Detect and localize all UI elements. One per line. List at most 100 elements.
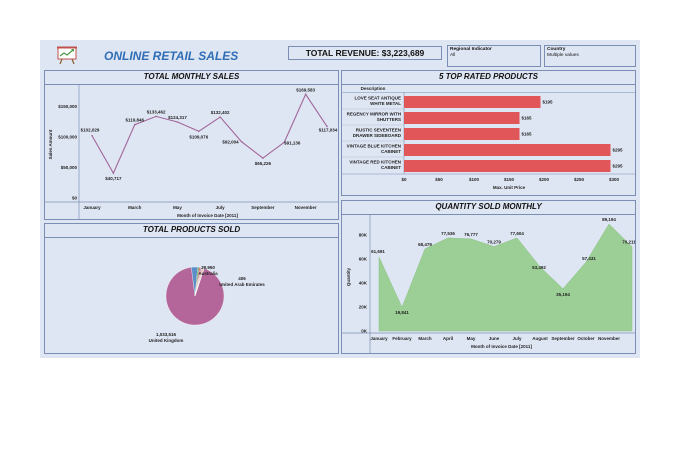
y-tick-label: 80K bbox=[359, 233, 368, 238]
x-tick-label: September bbox=[251, 205, 275, 210]
sales-data-label: $133,462 bbox=[147, 109, 166, 114]
x-tick-label: $100 bbox=[469, 177, 480, 182]
x-axis-title: Max. Unit Price bbox=[493, 185, 526, 190]
y-tick-label: $100,000 bbox=[58, 134, 77, 139]
y-tick-label: $50,000 bbox=[61, 165, 78, 170]
sales-line bbox=[91, 93, 328, 175]
slice-name-label: United Kingdom bbox=[149, 338, 184, 343]
slice-name-label: United Arab Emirates bbox=[219, 282, 265, 287]
product-name: VINTAGE RED KITCHEN bbox=[349, 160, 401, 165]
sales-data-label: $102,029 bbox=[81, 128, 100, 133]
sales-point bbox=[112, 172, 115, 174]
x-tick-label: $200 bbox=[539, 177, 550, 182]
sales-point bbox=[155, 115, 157, 118]
y-axis-title: Sales Amount bbox=[48, 129, 53, 159]
dashboard: ONLINE RETAIL SALES TOTAL REVENUE: $3,22… bbox=[40, 40, 640, 358]
sales-point bbox=[283, 141, 286, 144]
x-tick-label: November bbox=[295, 205, 317, 210]
sales-data-label: $40,717 bbox=[105, 176, 122, 181]
y-tick-label: 60K bbox=[359, 257, 368, 262]
x-tick-label: July bbox=[512, 336, 522, 341]
quantity-data-label: 77,604 bbox=[510, 231, 524, 236]
filter-label: Country bbox=[547, 47, 566, 52]
monthly-sales-chart: $150,000 $100,000 $50,000 $0 Sales Amount Jan… bbox=[45, 85, 338, 220]
sales-point bbox=[240, 140, 243, 143]
x-tick-label: March bbox=[128, 205, 142, 210]
quantity-data-label: 19,841 bbox=[395, 310, 409, 315]
quantity-monthly-chart: 80K 60K 40K 20K 0K Quantity 61,691 19,841 68,479… bbox=[342, 215, 635, 354]
monthly-sales-panel: TOTAL MONTHLY SALES $150,000 $100,000 $50,… bbox=[44, 70, 339, 220]
quantity-area bbox=[378, 223, 633, 332]
total-revenue-box: TOTAL REVENUE: $3,223,689 bbox=[288, 46, 442, 60]
sales-data-label: $169,583 bbox=[296, 87, 315, 92]
sales-point bbox=[219, 116, 221, 118]
product-name: CABINET bbox=[381, 165, 401, 170]
sales-data-label: $91,136 bbox=[284, 140, 301, 145]
product-bar bbox=[404, 112, 520, 124]
product-bar bbox=[404, 128, 520, 140]
sales-data-label: $124,317 bbox=[168, 115, 187, 120]
quantity-data-label: 70,211 bbox=[622, 240, 635, 245]
product-name: REGENCY MIRROR WITH bbox=[347, 112, 401, 117]
product-name: WHITE METAL bbox=[370, 101, 401, 106]
x-axis-title: Month of Invoice Date [2011] bbox=[177, 213, 238, 218]
x-tick-label: April bbox=[443, 336, 453, 341]
product-bar bbox=[404, 144, 611, 156]
quantity-data-label: 70,279 bbox=[487, 240, 501, 245]
quantity-data-label: 89,194 bbox=[602, 217, 616, 222]
y-axis-title: Quantity bbox=[346, 267, 351, 286]
regional-indicator-filter[interactable]: Regional Indicator All bbox=[447, 45, 541, 67]
product-name: CABINET bbox=[381, 149, 401, 154]
quantity-data-label: 68,479 bbox=[418, 242, 432, 247]
product-name: DRAWER SIDEBOARD bbox=[353, 133, 402, 138]
bar-value-label: $165 bbox=[522, 132, 533, 137]
x-tick-label: June bbox=[489, 336, 500, 341]
page-title: ONLINE RETAIL SALES bbox=[104, 49, 239, 63]
sales-point bbox=[91, 134, 93, 137]
sales-point bbox=[176, 121, 179, 123]
x-tick-label: May bbox=[173, 205, 182, 210]
country-filter[interactable]: Country Multiple values bbox=[544, 45, 636, 67]
x-tick-label: March bbox=[418, 336, 432, 341]
quantity-data-label: 61,691 bbox=[371, 249, 385, 254]
top-products-panel: 5 TOP RATED PRODUCTS Description LOVE SEA… bbox=[341, 70, 636, 196]
x-tick-label: August bbox=[532, 336, 548, 341]
x-tick-label: February bbox=[392, 336, 412, 341]
product-bar bbox=[404, 160, 611, 172]
sales-point bbox=[262, 157, 264, 159]
x-axis-title: Month of Invoice Date [2011] bbox=[471, 344, 532, 349]
panel-title: TOTAL PRODUCTS SOLD bbox=[45, 224, 338, 238]
x-tick-label: $150 bbox=[504, 177, 515, 182]
filter-label: Regional Indicator bbox=[450, 47, 492, 52]
sales-point bbox=[133, 123, 136, 126]
chart-trend-icon bbox=[56, 45, 78, 70]
x-tick-label: November bbox=[598, 336, 620, 341]
sales-data-label: $132,402 bbox=[211, 110, 230, 115]
bar-value-label: $295 bbox=[613, 164, 624, 169]
slice-name-label: Australia bbox=[198, 271, 218, 276]
total-revenue: TOTAL REVENUE: $3,223,689 bbox=[305, 48, 425, 58]
x-tick-label: January bbox=[370, 336, 388, 341]
bar-value-label: $165 bbox=[522, 116, 533, 121]
sales-data-label: $109,076 bbox=[189, 134, 208, 139]
pie-slice bbox=[165, 267, 225, 326]
sales-data-label: $92,004 bbox=[222, 140, 239, 145]
y-tick-label: 40K bbox=[359, 281, 368, 286]
bar-value-label: $195 bbox=[543, 100, 554, 105]
x-tick-label: July bbox=[216, 205, 226, 210]
x-tick-label: $300 bbox=[609, 177, 620, 182]
pie-slice bbox=[194, 268, 205, 297]
filter-value: Multiple values bbox=[547, 53, 579, 58]
panel-title: TOTAL MONTHLY SALES bbox=[45, 71, 338, 85]
product-bar bbox=[404, 96, 541, 108]
product-name: VINTAGE BLUE KITCHEN bbox=[347, 144, 401, 149]
filter-value: All bbox=[450, 53, 456, 58]
quantity-data-label: 57,431 bbox=[582, 256, 596, 261]
x-tick-label: October bbox=[577, 336, 595, 341]
bar-value-label: $295 bbox=[613, 148, 624, 153]
sales-data-label: $117,034 bbox=[319, 127, 338, 132]
x-tick-label: May bbox=[467, 336, 476, 341]
slice-value-label: 1,033,516 bbox=[156, 332, 177, 337]
y-tick-label: 0K bbox=[361, 329, 368, 334]
